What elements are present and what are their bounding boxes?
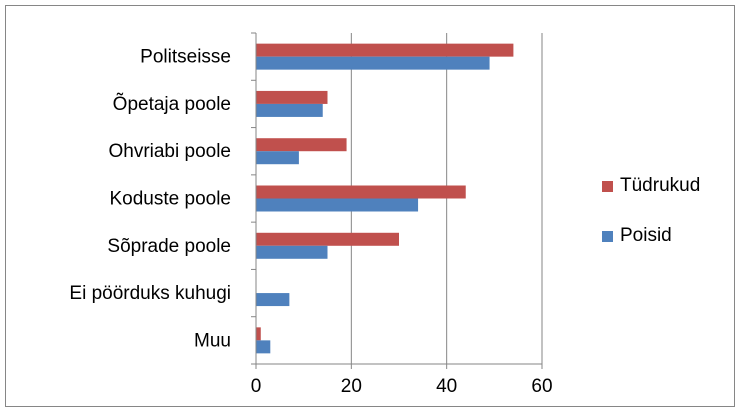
x-tick-label: 20 — [341, 376, 362, 397]
bar-tüdrukud-2 — [256, 138, 347, 152]
bar-tüdrukud-3 — [256, 185, 466, 199]
x-tick-label: 60 — [531, 376, 552, 397]
bar-poisid-6 — [256, 340, 271, 354]
category-label: Koduste poole — [110, 189, 232, 210]
category-label: Muu — [194, 330, 231, 351]
bar-tüdrukud-4 — [256, 232, 399, 246]
legend-label-tüdrukud: Tüdrukud — [620, 175, 700, 196]
legend-label-poisid: Poisid — [620, 225, 672, 246]
bar-poisid-2 — [256, 151, 299, 165]
bar-tüdrukud-0 — [256, 43, 514, 57]
category-label: Politseisse — [140, 47, 231, 68]
bar-poisid-3 — [256, 198, 419, 212]
bar-poisid-0 — [256, 56, 490, 70]
legend-swatch-poisid — [602, 231, 613, 242]
bar-tüdrukud-1 — [256, 90, 328, 104]
category-label: Sõprade poole — [107, 236, 231, 257]
bar-tüdrukud-6 — [256, 327, 261, 341]
x-tick-label: 40 — [436, 376, 457, 397]
category-label: Ohvriabi poole — [108, 141, 231, 162]
bar-poisid-5 — [256, 293, 290, 307]
x-tick-label: 0 — [251, 376, 262, 397]
category-label: Ei pöörduks kuhugi — [69, 283, 231, 304]
category-label: Õpetaja poole — [113, 93, 231, 115]
legend-swatch-tüdrukud — [602, 181, 613, 192]
bar-poisid-1 — [256, 103, 323, 117]
bar-poisid-4 — [256, 245, 328, 259]
